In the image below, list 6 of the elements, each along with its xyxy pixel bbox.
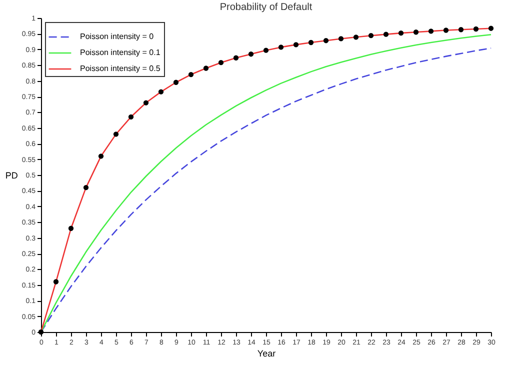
x-axis-title: Year xyxy=(257,348,276,358)
chart-title: Probability of Default xyxy=(220,2,312,13)
legend-label: Poisson intensity = 0.5 xyxy=(80,64,161,73)
legend-label: Poisson intensity = 0.1 xyxy=(80,48,161,57)
legend-label: Poisson intensity = 0 xyxy=(80,32,154,41)
y-axis-title: PD xyxy=(5,170,18,180)
